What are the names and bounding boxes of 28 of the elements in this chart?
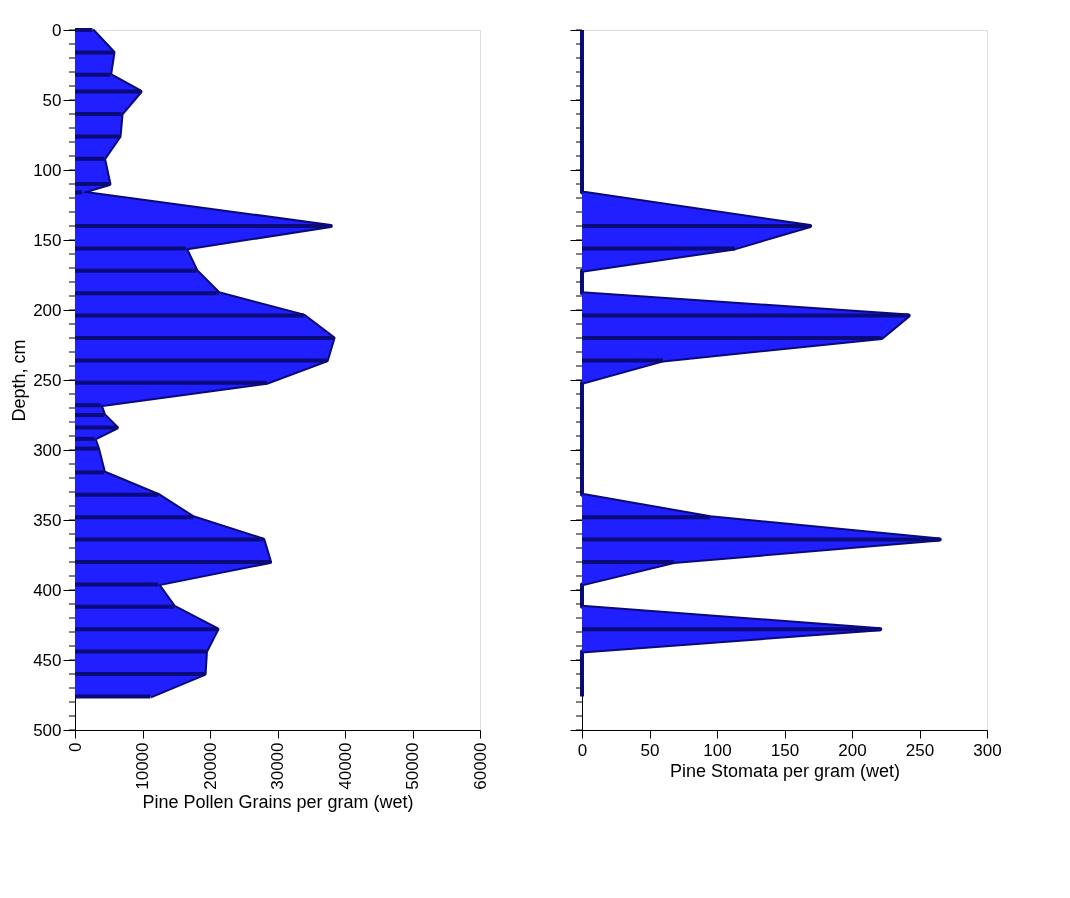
x-tick-label: 50 [640,740,660,760]
y-tick-label: 350 [33,510,62,530]
x-tick-label: 30000 [268,742,287,790]
y-tick-label: 50 [42,90,62,110]
y-tick-label: 450 [33,650,62,670]
x-tick-label: 250 [905,740,935,760]
y-tick-label: 400 [33,580,62,600]
x-tick-label: 10000 [133,742,152,790]
y-tick-label: 300 [33,440,62,460]
x-tick-label: 200 [838,740,867,760]
x-tick-label: 150 [770,740,800,760]
y-tick-label: 250 [33,370,62,390]
x-tick-label: 100 [703,740,732,760]
y-tick-label: 100 [33,160,62,180]
x-tick-label: 300 [973,740,1002,760]
y-tick-label: 500 [33,720,62,740]
y-axis-title: Depth, cm [9,339,30,422]
x-tick-label: 60000 [470,742,490,790]
y-tick-label: 0 [52,20,62,40]
x-tick-label: 0 [65,742,85,752]
x-axis-title: Pine Stomata per gram (wet) [669,760,901,781]
x-tick-label: 50000 [403,742,422,790]
y-tick-label: 200 [33,300,62,320]
x-axis-title: Pine Pollen Grains per gram (wet) [142,791,414,812]
x-tick-label: 0 [577,740,588,760]
x-tick-label: 20000 [200,742,220,790]
y-tick-label: 150 [33,230,62,250]
x-tick-label: 40000 [335,742,355,790]
